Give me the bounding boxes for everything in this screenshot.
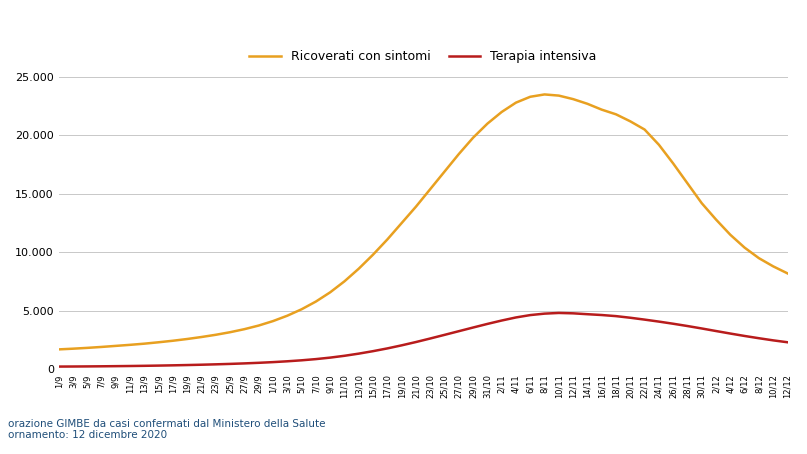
Ricoverati con sintomi <box>783 271 792 276</box>
Ricoverati con sintomi <box>540 92 550 97</box>
Ricoverati con sintomi <box>497 109 507 115</box>
Legend: Ricoverati con sintomi, Terapia intensiva: Ricoverati con sintomi, Terapia intensiv… <box>245 45 602 68</box>
Terapia intensiva <box>740 333 750 339</box>
Terapia intensiva <box>111 364 120 369</box>
Ricoverati con sintomi <box>740 245 750 250</box>
Ricoverati con sintomi <box>397 220 407 226</box>
Terapia intensiva <box>397 343 407 348</box>
Terapia intensiva <box>497 318 507 323</box>
Ricoverati con sintomi <box>111 343 120 349</box>
Terapia intensiva <box>54 364 64 369</box>
Ricoverati con sintomi <box>54 347 64 352</box>
Terapia intensiva <box>554 310 563 316</box>
Line: Terapia intensiva: Terapia intensiva <box>59 313 788 366</box>
Text: orazione GIMBE da casi confermati dal Ministero della Salute
ornamento: 12 dicem: orazione GIMBE da casi confermati dal Mi… <box>8 419 325 440</box>
Terapia intensiva <box>311 356 320 362</box>
Terapia intensiva <box>525 312 535 318</box>
Ricoverati con sintomi <box>311 299 320 304</box>
Ricoverati con sintomi <box>525 94 535 99</box>
Terapia intensiva <box>783 340 792 345</box>
Line: Ricoverati con sintomi: Ricoverati con sintomi <box>59 94 788 350</box>
